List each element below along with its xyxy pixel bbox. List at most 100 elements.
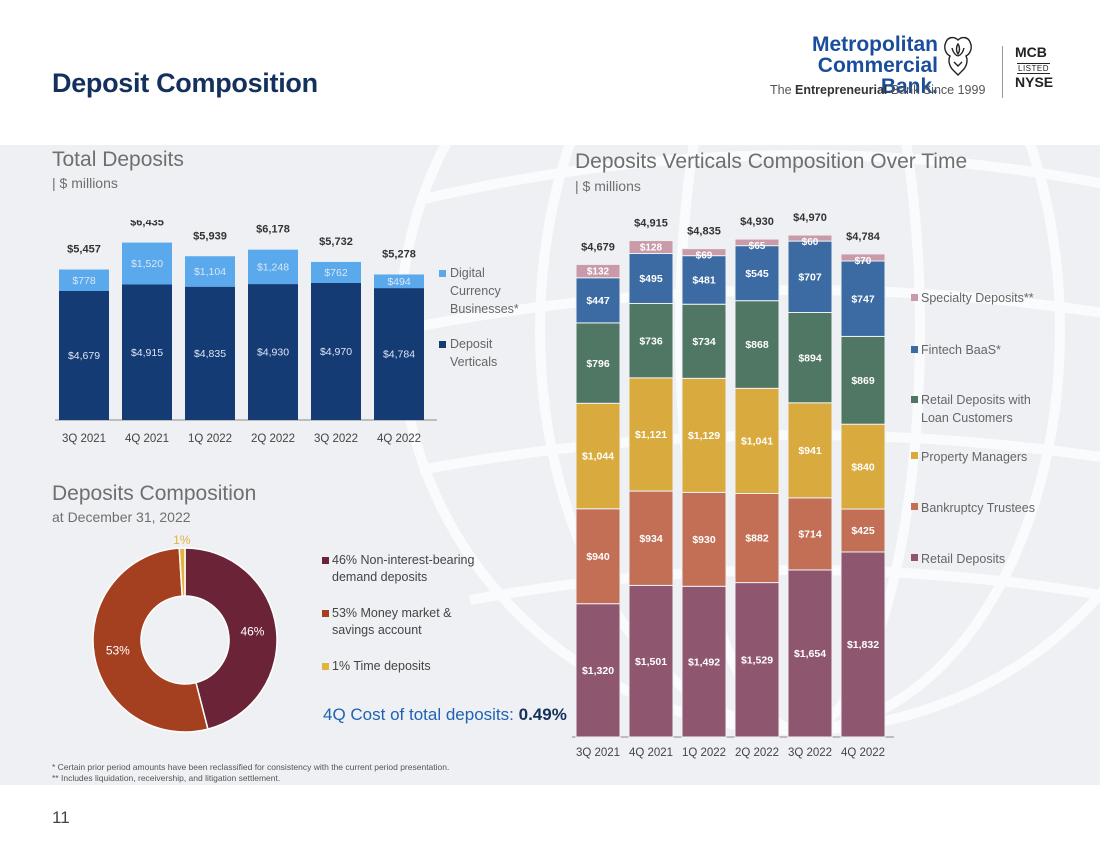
eagle-icon bbox=[944, 36, 972, 76]
data-label: $4,835 bbox=[194, 348, 226, 360]
composition-donut-chart: 46% 53% 1% bbox=[92, 535, 278, 733]
x-tick-label: 2Q 2022 bbox=[735, 747, 779, 759]
bar-segment bbox=[681, 248, 727, 257]
bar-segment bbox=[185, 286, 235, 420]
data-label: $1,041 bbox=[741, 436, 773, 448]
total-label: $4,679 bbox=[581, 241, 615, 253]
data-label: $778 bbox=[72, 275, 96, 287]
bar-segment bbox=[628, 240, 674, 255]
legend-digital-currency: Digital Currency Businesses* bbox=[450, 266, 519, 316]
legend-swatch-non-interest bbox=[322, 557, 329, 564]
bar-segment bbox=[374, 274, 424, 289]
data-label: $707 bbox=[798, 271, 822, 283]
data-label: $1,129 bbox=[688, 430, 720, 442]
bar-segment bbox=[734, 492, 780, 584]
data-label: $747 bbox=[851, 293, 875, 305]
data-label: $425 bbox=[851, 525, 875, 537]
slice-label: 46% bbox=[240, 624, 264, 638]
bar-segment bbox=[840, 253, 886, 262]
data-label: $545 bbox=[745, 268, 769, 280]
total-label: $4,970 bbox=[793, 212, 827, 224]
data-label: $714 bbox=[798, 529, 822, 541]
footnote-1: * Certain prior period amounts have been… bbox=[52, 762, 450, 772]
bar-segment bbox=[575, 508, 621, 605]
data-label: $1,320 bbox=[582, 665, 614, 677]
data-label: $4,784 bbox=[383, 349, 415, 361]
data-label: $1,832 bbox=[847, 639, 879, 651]
bar-segment bbox=[311, 282, 361, 420]
bar-segment bbox=[681, 303, 727, 379]
total-deposits-chart: $4,679 $778 $5,457 3Q 2021 $4,915 $1,520 $6,43… bbox=[55, 220, 437, 445]
bar-segment bbox=[374, 288, 424, 420]
data-label: $69 bbox=[696, 251, 713, 262]
data-label: $941 bbox=[798, 445, 822, 457]
bar-segment bbox=[185, 256, 235, 287]
data-label: $4,930 bbox=[257, 347, 289, 359]
bar-segment bbox=[575, 402, 621, 510]
bar-segment bbox=[840, 423, 886, 510]
data-label: $840 bbox=[851, 461, 875, 473]
data-label: $736 bbox=[639, 335, 663, 347]
ticker-symbol: MCB bbox=[1015, 44, 1047, 60]
data-label: $930 bbox=[692, 534, 716, 546]
logo-line-2: Commercial Bank. bbox=[817, 54, 938, 98]
legend-non-interest: 46% Non-interest-bearing demand deposits bbox=[332, 553, 475, 584]
bar-segment bbox=[59, 290, 109, 420]
x-tick-label: 4Q 2021 bbox=[125, 433, 169, 445]
legend-swatch-bankruptcy bbox=[911, 503, 918, 510]
x-tick-label: 3Q 2021 bbox=[576, 747, 620, 759]
bar-segment bbox=[248, 284, 298, 420]
legend-swatch-retail-loan bbox=[911, 396, 918, 403]
footnote-2: ** Includes liquidation, receivership, a… bbox=[52, 773, 281, 783]
data-label: $762 bbox=[324, 267, 348, 279]
data-label: $1,654 bbox=[794, 648, 826, 660]
legend-swatch-fintech bbox=[911, 346, 918, 353]
composition-subtitle: at December 31, 2022 bbox=[52, 509, 191, 525]
legend-retail-loan: Retail Deposits with Loan Customers bbox=[921, 393, 1031, 425]
data-label: $1,501 bbox=[635, 656, 667, 668]
data-label: $4,679 bbox=[68, 350, 100, 362]
page-title: Deposit Composition bbox=[52, 68, 318, 98]
total-deposits-title: Total Deposits bbox=[52, 148, 184, 171]
listed-label: LISTED bbox=[1017, 63, 1051, 74]
legend-fintech: Fintech BaaS* bbox=[921, 343, 1001, 357]
total-label: $4,835 bbox=[687, 226, 721, 238]
cost-of-deposits: 4Q Cost of total deposits: 0.49% bbox=[323, 705, 567, 724]
data-label: $60 bbox=[802, 237, 819, 248]
data-label: $1,529 bbox=[741, 654, 773, 666]
slice-label: 53% bbox=[106, 644, 130, 658]
bar-segment bbox=[248, 249, 298, 285]
bar-segment bbox=[311, 261, 361, 283]
legend-property: Property Managers bbox=[921, 450, 1028, 464]
donut-slice bbox=[184, 547, 278, 731]
data-label: $894 bbox=[798, 352, 822, 364]
page-number: 11 bbox=[52, 808, 70, 827]
bar-segment bbox=[681, 585, 727, 738]
bar-segment bbox=[734, 300, 780, 389]
legend-deposit-verticals: Deposit Verticals bbox=[450, 337, 498, 369]
data-label: $734 bbox=[692, 336, 716, 348]
bar-segment bbox=[787, 402, 833, 499]
data-label: $882 bbox=[745, 533, 769, 545]
legend-swatch-deposit-verticals bbox=[439, 341, 446, 348]
x-tick-label: 3Q 2022 bbox=[314, 433, 358, 445]
bar-segment bbox=[681, 255, 727, 305]
x-tick-label: 2Q 2022 bbox=[251, 433, 295, 445]
bar-segment bbox=[787, 240, 833, 313]
legend-time: 1% Time deposits bbox=[332, 659, 431, 673]
data-label: $1,492 bbox=[688, 656, 720, 668]
bar-segment bbox=[840, 508, 886, 553]
data-label: $447 bbox=[586, 295, 610, 307]
data-label: $70 bbox=[855, 256, 872, 267]
data-label: $494 bbox=[387, 276, 411, 288]
total-label: $6,178 bbox=[256, 224, 290, 236]
bar-segment bbox=[122, 284, 172, 420]
bar-segment bbox=[628, 584, 674, 738]
bar-segment bbox=[59, 269, 109, 291]
total-label: $4,930 bbox=[740, 216, 774, 228]
verticals-chart: $1,320 $940 $1,044 $796 $447 $132 $4,679 3Q 202… bbox=[572, 212, 894, 759]
legend-swatch-specialty bbox=[911, 294, 918, 301]
legend-swatch-property bbox=[911, 452, 918, 459]
data-label: $1,044 bbox=[582, 451, 614, 463]
data-label: $1,248 bbox=[257, 262, 289, 274]
